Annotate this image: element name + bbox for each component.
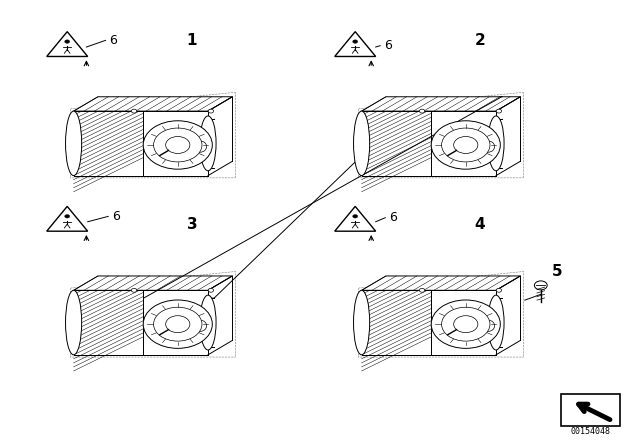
- Bar: [447, 140, 460, 147]
- Ellipse shape: [353, 290, 370, 355]
- Circle shape: [442, 128, 490, 162]
- Circle shape: [166, 137, 190, 153]
- Ellipse shape: [200, 295, 216, 350]
- Circle shape: [143, 300, 212, 349]
- Text: 3: 3: [187, 216, 197, 232]
- Circle shape: [353, 40, 358, 43]
- Circle shape: [353, 215, 358, 218]
- Ellipse shape: [65, 111, 82, 176]
- Ellipse shape: [353, 111, 370, 176]
- Text: 6: 6: [389, 211, 397, 224]
- Ellipse shape: [193, 320, 207, 332]
- Text: 6: 6: [384, 39, 392, 52]
- Circle shape: [65, 215, 70, 218]
- Circle shape: [154, 128, 202, 162]
- Bar: [159, 140, 172, 147]
- Polygon shape: [362, 290, 431, 355]
- Polygon shape: [362, 97, 520, 111]
- Polygon shape: [362, 111, 431, 176]
- Text: 6: 6: [112, 210, 120, 223]
- Polygon shape: [143, 111, 208, 176]
- Ellipse shape: [131, 109, 137, 113]
- Ellipse shape: [208, 109, 214, 113]
- Polygon shape: [74, 97, 232, 111]
- Polygon shape: [431, 111, 496, 176]
- Circle shape: [442, 307, 490, 341]
- Polygon shape: [74, 111, 143, 176]
- Circle shape: [454, 316, 478, 332]
- Circle shape: [454, 137, 478, 153]
- Polygon shape: [47, 207, 88, 231]
- Ellipse shape: [481, 320, 495, 332]
- Ellipse shape: [481, 141, 495, 152]
- Ellipse shape: [193, 141, 207, 152]
- Bar: [561, 394, 620, 426]
- Polygon shape: [47, 32, 88, 56]
- Ellipse shape: [488, 295, 504, 350]
- Polygon shape: [431, 290, 496, 355]
- Ellipse shape: [496, 109, 502, 113]
- Ellipse shape: [131, 289, 137, 292]
- Ellipse shape: [488, 116, 504, 171]
- Circle shape: [166, 316, 190, 332]
- Text: 4: 4: [475, 216, 485, 232]
- Text: 6: 6: [109, 34, 116, 47]
- Text: 2: 2: [475, 33, 485, 48]
- Ellipse shape: [496, 289, 502, 292]
- Polygon shape: [143, 290, 208, 355]
- Circle shape: [431, 300, 500, 349]
- Bar: [159, 319, 172, 326]
- Circle shape: [534, 281, 547, 290]
- Ellipse shape: [419, 109, 425, 113]
- Circle shape: [431, 121, 500, 169]
- Text: 1: 1: [187, 33, 197, 48]
- Polygon shape: [74, 290, 143, 355]
- Ellipse shape: [419, 289, 425, 292]
- Circle shape: [154, 307, 202, 341]
- Polygon shape: [74, 276, 232, 290]
- Text: 5: 5: [552, 263, 562, 279]
- Text: 00154048: 00154048: [570, 427, 610, 436]
- Circle shape: [143, 121, 212, 169]
- Ellipse shape: [65, 290, 82, 355]
- Bar: [447, 319, 460, 326]
- Polygon shape: [335, 207, 376, 231]
- Ellipse shape: [208, 289, 214, 292]
- Circle shape: [65, 40, 70, 43]
- Polygon shape: [362, 276, 520, 290]
- Ellipse shape: [200, 116, 216, 171]
- Polygon shape: [335, 32, 376, 56]
